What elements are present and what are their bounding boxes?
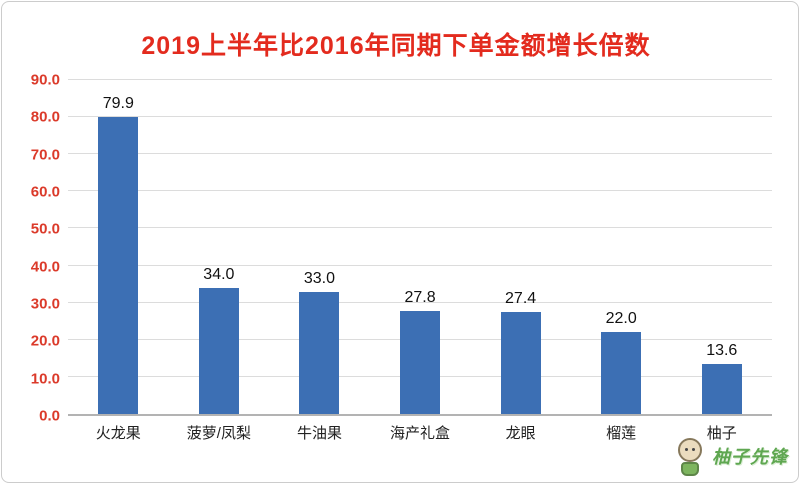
bar-value-label: 33.0 bbox=[303, 269, 336, 287]
y-tick-label: 60.0 bbox=[30, 183, 60, 201]
plot: 79.9 34.0 33.0 27.8 27.4 22.0 13.6 bbox=[68, 79, 772, 416]
bar bbox=[601, 332, 642, 414]
bar bbox=[299, 291, 340, 414]
x-axis: 火龙果 菠萝/凤梨 牛油果 海产礼盒 龙眼 榴莲 柚子 bbox=[68, 416, 772, 448]
bar-slot: 13.6 bbox=[671, 80, 772, 414]
bar-slot: 79.9 bbox=[68, 80, 169, 414]
bar-slot: 22.0 bbox=[571, 80, 672, 414]
bar-value-label: 13.6 bbox=[706, 341, 738, 359]
y-tick-label: 80.0 bbox=[30, 108, 60, 126]
bar-slot: 27.4 bbox=[470, 80, 571, 414]
bar-slot: 34.0 bbox=[169, 80, 270, 414]
mascot-icon bbox=[672, 436, 708, 476]
bar bbox=[701, 363, 742, 414]
x-tick-label: 柚子 bbox=[706, 424, 737, 442]
y-tick-label: 50.0 bbox=[30, 220, 60, 238]
bar-value-label: 22.0 bbox=[605, 310, 637, 328]
x-tick-label: 龙眼 bbox=[505, 424, 536, 442]
chart-title: 2019上半年比2016年同期下单金额增长倍数 bbox=[141, 32, 651, 60]
plot-area: 0.0 10.0 20.0 30.0 40.0 50.0 60.0 70.0 80.0 90.0 … bbox=[20, 72, 772, 425]
bar-value-label: 27.8 bbox=[404, 288, 436, 306]
bar-value-label: 34.0 bbox=[203, 265, 235, 283]
y-tick-label: 40.0 bbox=[30, 258, 60, 276]
x-tick-label: 菠萝/凤梨 bbox=[186, 424, 251, 442]
watermark-text: 柚子先锋 bbox=[712, 447, 788, 467]
bar-value-label: 27.4 bbox=[505, 290, 537, 308]
gridline bbox=[68, 190, 772, 192]
bar-value-label: 79.9 bbox=[102, 95, 134, 113]
bar bbox=[500, 312, 541, 414]
y-tick-label: 70.0 bbox=[30, 146, 60, 164]
gridline bbox=[68, 227, 772, 229]
gridline bbox=[68, 153, 772, 155]
mascot-body-icon bbox=[681, 462, 699, 476]
x-tick-label: 牛油果 bbox=[296, 424, 342, 442]
gridline bbox=[68, 116, 772, 118]
y-tick-label: 0.0 bbox=[39, 407, 60, 425]
mascot-head-icon bbox=[678, 438, 702, 462]
bar-slot: 33.0 bbox=[269, 80, 370, 414]
bar bbox=[198, 287, 239, 414]
gridline bbox=[68, 264, 772, 266]
bar-slot: 27.8 bbox=[370, 80, 471, 414]
watermark: 柚子先锋 bbox=[672, 436, 788, 476]
gridline bbox=[68, 301, 772, 303]
y-tick-label: 20.0 bbox=[30, 332, 60, 350]
y-tick-label: 10.0 bbox=[30, 370, 60, 388]
y-tick-label: 90.0 bbox=[30, 71, 60, 89]
bar bbox=[400, 310, 441, 414]
y-tick-label: 30.0 bbox=[30, 295, 60, 313]
y-axis: 0.0 10.0 20.0 30.0 40.0 50.0 60.0 70.0 80.0 90.0 bbox=[20, 72, 68, 425]
x-tick-label: 海产礼盒 bbox=[390, 424, 451, 442]
gridline bbox=[68, 79, 772, 80]
x-tick-label: 火龙果 bbox=[95, 424, 141, 442]
bar bbox=[98, 117, 139, 414]
x-tick-label: 榴莲 bbox=[606, 424, 637, 442]
